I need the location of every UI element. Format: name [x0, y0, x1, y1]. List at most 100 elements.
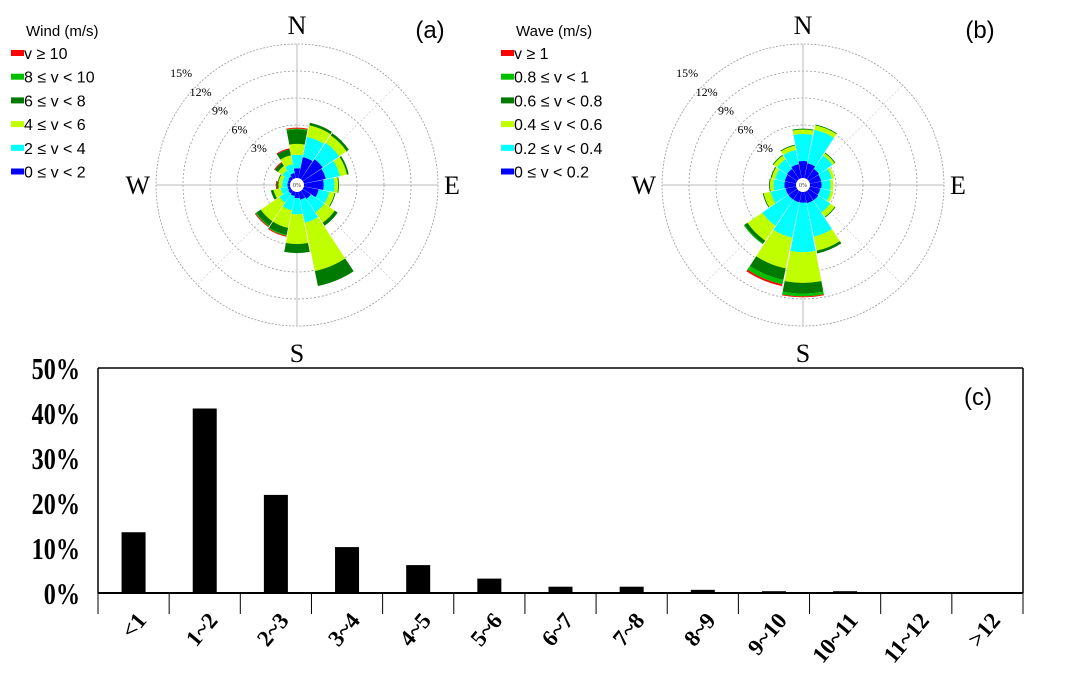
rose-sector-N-bin3 — [792, 128, 814, 131]
rose-sector-WNW-bin2 — [771, 167, 780, 180]
rose-sector-SE-bin0 — [806, 188, 819, 201]
rose-sector-NE-bin0 — [806, 168, 820, 182]
rose-sector-SSE-bin3 — [314, 258, 354, 287]
rose-sector-NNE-bin1 — [302, 136, 325, 162]
rose-sector-NW-bin1 — [282, 170, 292, 180]
rose-sector-ENE-bin0 — [302, 168, 326, 184]
rose-sector-SW-bin4 — [255, 212, 270, 227]
rose-sector-NW-bin1 — [777, 159, 793, 175]
bar-6~7 — [548, 586, 573, 593]
center-label: 0% — [799, 183, 807, 189]
rose-sector-SSW-bin4 — [268, 227, 287, 236]
rose-sector-WNW-bin1 — [775, 169, 788, 182]
x-tick-label: 10~11 — [807, 608, 863, 668]
ring-label: 6% — [231, 122, 247, 136]
rose-sector-WSW-bin0 — [785, 186, 798, 195]
y-tick-label: 0% — [44, 577, 80, 612]
rose-sector-NNE-bin2 — [814, 125, 837, 138]
rose-sector-NE-bin2 — [325, 135, 347, 157]
rose-sector-N-bin1 — [291, 154, 303, 169]
x-tick-label: 5~6 — [466, 608, 508, 651]
x-tick-label: <1 — [116, 608, 151, 643]
rose-sector-WSW-bin1 — [770, 188, 789, 204]
rose-sector-NNW-bin1 — [285, 164, 295, 175]
rose-sector-NNW-bin3 — [780, 144, 795, 152]
legend-item: v ≥ 1 — [514, 46, 549, 63]
rose-sector-SSW-bin0 — [793, 190, 802, 203]
legend-swatch — [501, 121, 514, 128]
rose-sector-SSE-bin3 — [816, 241, 842, 254]
legend-item: 0.8 ≤ v < 1 — [514, 70, 589, 87]
spoke — [703, 188, 800, 285]
bar-11~12 — [904, 592, 929, 593]
x-tick-label: >12 — [963, 608, 1005, 652]
rose-sector-S-bin0 — [799, 190, 807, 203]
legend-item: 0.4 ≤ v < 0.6 — [514, 117, 602, 134]
legend-item: 0 ≤ v < 0.2 — [514, 165, 589, 182]
rose-sector-NNE-bin2 — [306, 125, 331, 144]
rose-sector-ESE-bin2 — [324, 191, 335, 207]
rose-sector-NW-bin2 — [277, 165, 288, 176]
x-tick-label: 8~9 — [679, 608, 721, 651]
legend-swatch — [11, 50, 24, 56]
legend-item: 0.2 ≤ v < 0.4 — [514, 141, 602, 158]
rose-sector-SSW-bin5 — [746, 269, 783, 287]
legend-swatch — [11, 168, 24, 175]
rose-sector-NE-bin1 — [314, 142, 340, 168]
spoke — [300, 188, 397, 285]
rose-sector-SSW-bin4 — [747, 265, 784, 285]
rose-sector-S-bin5 — [781, 294, 825, 298]
rose-sector-SE-bin1 — [813, 195, 831, 213]
spoke — [806, 188, 903, 285]
rose-sector-SSE-bin2 — [813, 229, 840, 251]
windrose-panel-a: 0% 3% 6%9%12% 15% N S E W (a) Wind (m/s) v ≥ 10 8 ≤… — [11, 11, 460, 368]
rose-sector-NW-bin3 — [274, 162, 285, 173]
rose-sector-E-bin2 — [333, 177, 339, 193]
rose-sector-N-bin0 — [798, 161, 808, 180]
x-tick-label: 7~8 — [608, 608, 650, 651]
legend-swatch — [501, 144, 514, 151]
rose-sector-NE-bin3 — [824, 152, 836, 164]
bar-5~6 — [477, 578, 502, 593]
x-tick-label: 6~7 — [537, 608, 579, 651]
spoke — [703, 85, 800, 182]
legend-title: Wave (m/s) — [516, 23, 592, 40]
rose-sector-E-bin1 — [821, 179, 831, 191]
legend: Wind (m/s) v ≥ 10 8 ≤ v < 10 6 ≤ v < 8 4 ≤ v… — [11, 23, 99, 182]
compass-south: S — [290, 339, 304, 368]
rose-sector-SSW-bin3 — [749, 256, 786, 280]
compass-north: N — [288, 11, 307, 40]
rose-sector-WNW-bin3 — [277, 174, 282, 182]
rose-sector-NE-bin3 — [330, 133, 349, 152]
legend-swatch — [11, 144, 24, 151]
rose-sector-N-bin1 — [793, 133, 813, 162]
rose-sector-S-bin2 — [285, 213, 309, 245]
rose-sector-E-bin2 — [830, 179, 834, 191]
x-tick-label: 2~3 — [252, 608, 294, 651]
rose-sector-W-bin2 — [769, 178, 775, 192]
rose-sector-ESE-bin1 — [315, 189, 330, 204]
ring-label: 15% — [170, 66, 192, 80]
legend: Wave (m/s) v ≥ 1 0.8 ≤ v < 1 0.6 ≤ v < 0.8 0… — [501, 23, 602, 182]
ring-label: 9% — [718, 104, 734, 118]
legend-swatch — [501, 97, 514, 104]
rose-sector-NNE-bin3 — [815, 124, 837, 135]
legend-item: 2 ≤ v < 4 — [24, 141, 86, 158]
bar-4~5 — [406, 565, 431, 593]
ring-label: 6% — [737, 122, 753, 136]
rose-sector-NW-bin5 — [274, 162, 282, 170]
x-tick-label: 3~4 — [323, 608, 365, 651]
rose-sector-SW-bin3 — [744, 222, 766, 244]
rose-sector-NNE-bin1 — [807, 129, 834, 167]
rose-sector-N-bin3 — [286, 129, 308, 145]
x-tick-label: 11~12 — [879, 608, 935, 668]
rose-sector-NE-bin2 — [823, 153, 835, 165]
rose-sector-W-bin1 — [773, 179, 785, 191]
ring-label: 12% — [190, 85, 212, 99]
center-hole — [796, 178, 810, 192]
rose-sector-S-bin2 — [784, 251, 822, 283]
center-label: 0% — [293, 183, 301, 189]
rose-sector-WNW-bin2 — [278, 174, 285, 182]
rose-sector-SE-bin0 — [300, 188, 311, 199]
rose-sector-SW-bin2 — [747, 212, 776, 241]
